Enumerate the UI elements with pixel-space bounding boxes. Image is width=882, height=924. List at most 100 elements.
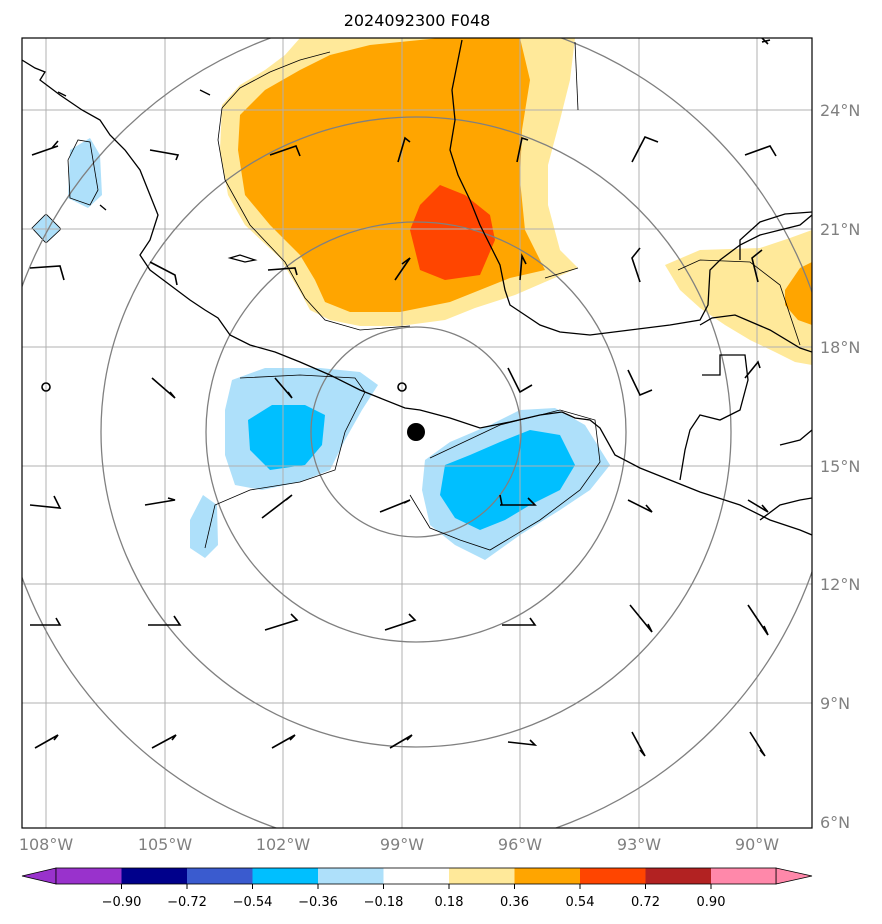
wind-barb <box>389 734 413 749</box>
wind-barb <box>627 369 653 397</box>
lat-label: 15°N <box>820 457 860 476</box>
colorbar-segment <box>514 868 580 884</box>
colorbar-segment <box>645 868 711 884</box>
range-ring <box>205 221 627 643</box>
longitude-labels: 108°W 105°W 102°W 99°W 96°W 93°W 90°W <box>19 835 779 854</box>
wind-barb <box>149 149 180 161</box>
colorbar-tick-label: −0.18 <box>364 895 404 910</box>
map-area <box>22 38 812 828</box>
negative-anomaly-far-west <box>31 138 102 244</box>
colorbar: −0.90 −0.72 −0.54 −0.36 −0.18 0.18 0.36 … <box>21 867 813 910</box>
wind-barb <box>31 140 59 156</box>
wind-barb <box>631 247 641 283</box>
negative-anomaly-southeast <box>422 408 610 560</box>
colorbar-ticks <box>121 884 712 889</box>
colorbar-tick-label: 0.18 <box>435 895 464 910</box>
positive-anomaly-east <box>665 230 812 365</box>
wind-barb <box>761 38 771 45</box>
lat-label: 21°N <box>820 220 860 239</box>
colorbar-tick-label: −0.72 <box>167 895 207 910</box>
wind-barb <box>264 613 299 631</box>
wind-barb <box>379 499 411 513</box>
colorbar-segment <box>56 868 122 884</box>
wind-barb <box>261 494 293 519</box>
wind-barb <box>144 497 176 506</box>
wind-barb <box>751 249 763 283</box>
wind-barb <box>519 253 527 281</box>
wind-barb <box>631 731 646 757</box>
lat-label: 18°N <box>820 338 860 357</box>
lat-label: 12°N <box>820 575 860 594</box>
wind-barb <box>507 367 533 394</box>
wind-barb <box>744 360 761 379</box>
colorbar-segment <box>252 868 318 884</box>
colorbar-tick-label: 0.36 <box>500 895 529 910</box>
colorbar-tick-label: 0.90 <box>697 895 726 910</box>
wind-barb <box>384 613 417 631</box>
lon-label: 102°W <box>256 835 311 854</box>
wind-barb <box>269 144 301 157</box>
range-rings <box>22 38 812 828</box>
colorbar-extend-left <box>21 867 57 885</box>
wind-barb <box>516 136 529 163</box>
wind-barb <box>507 739 538 747</box>
wind-barb <box>29 495 62 509</box>
wind-barb <box>747 499 769 513</box>
wind-barb <box>271 734 296 749</box>
wind-barb <box>747 604 769 636</box>
range-ring <box>100 116 732 748</box>
wind-barb <box>274 377 293 399</box>
wind-barb <box>29 265 65 281</box>
plot-title: 2024092300 F048 <box>344 11 491 30</box>
map-frame <box>21 37 813 829</box>
lat-label: 9°N <box>820 694 850 713</box>
colorbar-segment <box>449 868 515 884</box>
wind-barb <box>148 615 182 626</box>
wind-barb <box>629 604 653 633</box>
coastlines <box>22 39 812 536</box>
lon-label: 90°W <box>735 835 779 854</box>
range-ring <box>310 326 522 538</box>
lon-label: 96°W <box>498 835 542 854</box>
latitude-labels: 24°N 21°N 18°N 15°N 12°N 9°N 6°N <box>820 101 860 832</box>
colorbar-outline <box>55 867 777 885</box>
colorbar-tick-label: −0.36 <box>298 895 338 910</box>
storm-center-marker <box>407 423 425 441</box>
lon-label: 105°W <box>138 835 193 854</box>
wind-barb <box>267 267 298 276</box>
calm-wind-marker <box>397 382 407 392</box>
wind-barb <box>30 617 62 626</box>
colorbar-segment <box>187 868 253 884</box>
lat-label: 6°N <box>820 813 850 832</box>
colorbar-segment <box>318 868 384 884</box>
wind-barb <box>744 145 777 157</box>
wind-barb <box>149 261 178 286</box>
colorbar-tick-label: 0.72 <box>631 895 660 910</box>
wind-barbs <box>29 38 777 757</box>
wind-barb <box>499 494 537 506</box>
colorbar-segment <box>121 868 187 884</box>
colorbar-tick-label: −0.54 <box>233 895 273 910</box>
lon-label: 108°W <box>19 835 74 854</box>
colorbar-tick-label: −0.90 <box>102 895 142 910</box>
negative-anomaly-west <box>190 368 378 558</box>
calm-wind-marker <box>41 382 51 392</box>
wind-barb <box>397 136 411 163</box>
colorbar-tick-label: 0.54 <box>566 895 595 910</box>
colorbar-segment <box>383 868 449 884</box>
wind-barb <box>502 617 537 626</box>
wind-barb <box>394 257 411 281</box>
colorbar-segment <box>580 868 646 884</box>
wind-barb <box>749 731 766 757</box>
colorbar-extend-right <box>775 867 813 885</box>
wind-barb <box>34 734 59 749</box>
wind-barb <box>151 377 176 399</box>
positive-anomaly-north <box>220 38 578 326</box>
wind-barb <box>631 135 659 163</box>
lon-label: 93°W <box>617 835 661 854</box>
lat-label: 24°N <box>820 101 860 120</box>
wind-barb <box>151 734 177 749</box>
colorbar-segment <box>711 868 776 884</box>
lon-label: 99°W <box>380 835 424 854</box>
